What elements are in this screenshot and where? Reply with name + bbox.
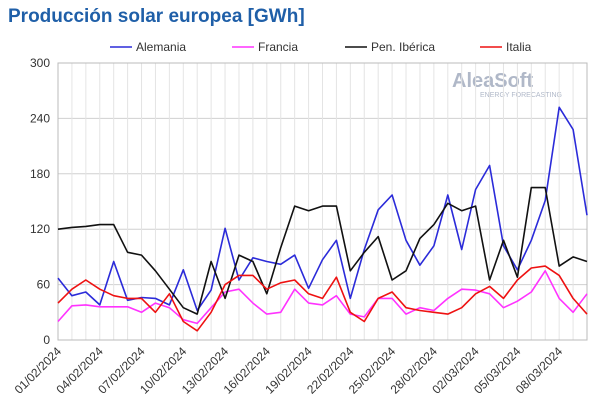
series-line [57,186,588,315]
legend-label: Alemania [136,40,186,54]
y-tick-label: 0 [43,333,50,347]
y-tick-label: 60 [37,278,51,292]
y-tick-label: 240 [30,111,50,125]
y-tick-label: 300 [30,56,50,70]
logo-tagline: ENERGY FORECASTING [480,92,562,99]
legend-label: Francia [258,40,298,54]
chart-title: Producción solar europea [GWh] [8,6,305,27]
legend-label: Italia [506,40,532,54]
series-line [57,265,588,332]
y-tick-label: 180 [30,167,50,181]
series-line [57,270,588,325]
plot-frame [57,62,588,341]
legend-label: Pen. Ibérica [371,40,435,54]
series-line [57,106,588,312]
logo-name: AleaSoft [452,70,533,92]
y-tick-label: 120 [30,222,50,236]
